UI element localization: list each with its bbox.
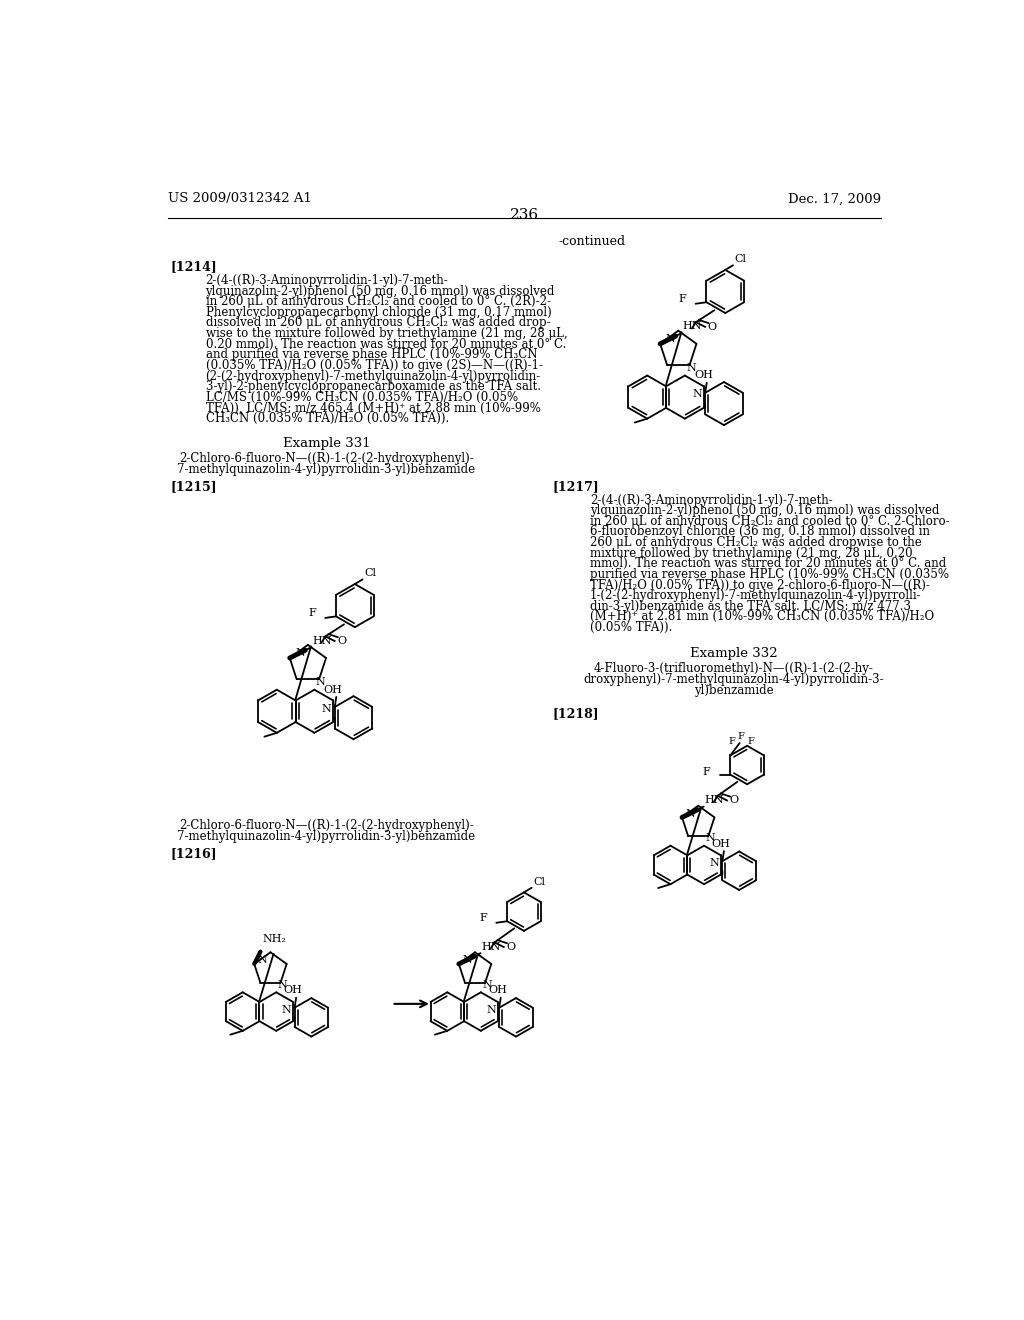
Text: OH: OH [712,838,730,849]
Text: yl)benzamide: yl)benzamide [694,684,774,697]
Text: Example 331: Example 331 [283,437,371,450]
Text: F: F [479,913,487,923]
Text: -continued: -continued [558,235,626,248]
Text: din-3-yl)benzamide as the TFA salt. LC/MS: m/z 477.3: din-3-yl)benzamide as the TFA salt. LC/M… [590,599,911,612]
Text: N: N [666,334,675,343]
Text: F: F [308,609,315,618]
Text: 260 μL of anhydrous CH₂Cl₂ was added dropwise to the: 260 μL of anhydrous CH₂Cl₂ was added dro… [590,536,922,549]
Text: O: O [708,322,717,331]
Text: N: N [686,363,696,374]
Text: N: N [710,858,719,869]
Text: N: N [322,704,332,714]
Text: 3-yl)-2-phenylcyclopropanecarboxamide as the TFA salt.: 3-yl)-2-phenylcyclopropanecarboxamide as… [206,380,541,393]
Text: F: F [729,737,736,746]
Text: HN: HN [481,941,501,952]
Text: Cl: Cl [365,569,376,578]
Text: O: O [337,636,346,645]
Text: wise to the mixture followed by triethylamine (21 mg, 28 μL,: wise to the mixture followed by triethyl… [206,327,567,341]
Text: (2-(2-hydroxyphenyl)-7-methylquinazolin-4-yl)pyrrolidin-: (2-(2-hydroxyphenyl)-7-methylquinazolin-… [206,370,541,383]
Text: NH₂: NH₂ [262,935,286,944]
Text: in 260 μL of anhydrous CH₂Cl₂ and cooled to 0° C. (2R)-2-: in 260 μL of anhydrous CH₂Cl₂ and cooled… [206,296,551,308]
Text: 2-(4-((R)-3-Aminopyrrolidin-1-yl)-7-meth-: 2-(4-((R)-3-Aminopyrrolidin-1-yl)-7-meth… [590,494,833,507]
Text: Cl: Cl [534,876,545,887]
Text: N: N [482,979,493,990]
Text: N: N [278,979,288,990]
Text: Dec. 17, 2009: Dec. 17, 2009 [788,193,882,206]
Text: HN: HN [312,636,332,645]
Text: HN: HN [705,795,724,805]
Text: LC/MS (10%-99% CH₃CN (0.035% TFA)/H₂O (0.05%: LC/MS (10%-99% CH₃CN (0.035% TFA)/H₂O (0… [206,391,517,404]
Text: 0.20 mmol). The reaction was stirred for 20 minutes at 0° C.: 0.20 mmol). The reaction was stirred for… [206,338,566,351]
Text: N: N [692,389,702,400]
Text: [1218]: [1218] [553,708,599,721]
Text: [1216]: [1216] [171,847,217,859]
Text: [1217]: [1217] [553,479,599,492]
Text: 2-Chloro-6-fluoro-N—((R)-1-(2-(2-hydroxyphenyl)-: 2-Chloro-6-fluoro-N—((R)-1-(2-(2-hydroxy… [179,818,474,832]
Text: ylquinazolin-2-yl)phenol (50 mg, 0.16 mmol) was dissolved: ylquinazolin-2-yl)phenol (50 mg, 0.16 mm… [590,504,939,517]
Text: 2-(4-((R)-3-Aminopyrrolidin-1-yl)-7-meth-: 2-(4-((R)-3-Aminopyrrolidin-1-yl)-7-meth… [206,275,449,286]
Text: N: N [486,1005,496,1015]
Text: mmol). The reaction was stirred for 20 minutes at 0° C. and: mmol). The reaction was stirred for 20 m… [590,557,946,570]
Text: [1214]: [1214] [171,260,217,273]
Text: O: O [729,796,738,805]
Text: N: N [462,956,472,965]
Text: 2-Chloro-6-fluoro-N—((R)-1-(2-(2-hydroxyphenyl)-: 2-Chloro-6-fluoro-N—((R)-1-(2-(2-hydroxy… [179,451,474,465]
Text: Example 332: Example 332 [690,647,778,660]
Text: CH₃CN (0.035% TFA)/H₂O (0.05% TFA)).: CH₃CN (0.035% TFA)/H₂O (0.05% TFA)). [206,412,449,425]
Text: N: N [706,833,716,843]
Text: (M+H)⁺ at 2.81 min (10%-99% CH₃CN (0.035% TFA)/H₂O: (M+H)⁺ at 2.81 min (10%-99% CH₃CN (0.035… [590,610,934,623]
Text: 7-methylquinazolin-4-yl)pyrrolidin-3-yl)benzamide: 7-methylquinazolin-4-yl)pyrrolidin-3-yl)… [177,463,475,475]
Text: N: N [282,1005,292,1015]
Text: 7-methylquinazolin-4-yl)pyrrolidin-3-yl)benzamide: 7-methylquinazolin-4-yl)pyrrolidin-3-yl)… [177,830,475,843]
Text: OH: OH [694,371,713,380]
Text: 4-Fluoro-3-(trifluoromethyl)-N—((R)-1-(2-(2-hy-: 4-Fluoro-3-(trifluoromethyl)-N—((R)-1-(2… [594,663,874,676]
Text: F: F [748,737,755,746]
Text: droxyphenyl)-7-methylquinazolin-4-yl)pyrrolidin-3-: droxyphenyl)-7-methylquinazolin-4-yl)pyr… [584,673,885,686]
Text: Phenylcyclopropanecarbonyl chloride (31 mg, 0.17 mmol): Phenylcyclopropanecarbonyl chloride (31 … [206,306,551,318]
Text: [1215]: [1215] [171,479,217,492]
Text: N: N [258,956,267,965]
Text: OH: OH [488,986,507,995]
Text: purified via reverse phase HPLC (10%-99% CH₃CN (0.035%: purified via reverse phase HPLC (10%-99%… [590,568,949,581]
Text: TFA)), LC/MS: m/z 465.4 (M+H)⁺ at 2.88 min (10%-99%: TFA)), LC/MS: m/z 465.4 (M+H)⁺ at 2.88 m… [206,401,541,414]
Text: TFA)/H₂O (0.05% TFA)) to give 2-chloro-6-fluoro-N—((R)-: TFA)/H₂O (0.05% TFA)) to give 2-chloro-6… [590,578,930,591]
Text: OH: OH [284,986,302,995]
Text: (0.035% TFA)/H₂O (0.05% TFA)) to give (2S)—N—((R)-1-: (0.035% TFA)/H₂O (0.05% TFA)) to give (2… [206,359,543,372]
Text: F: F [702,767,711,776]
Text: F: F [679,294,686,304]
Text: OH: OH [324,685,343,694]
Text: 6-fluorobenzoyl chloride (36 mg, 0.18 mmol) dissolved in: 6-fluorobenzoyl chloride (36 mg, 0.18 mm… [590,525,930,539]
Text: Cl: Cl [734,255,746,264]
Text: (0.05% TFA)).: (0.05% TFA)). [590,620,673,634]
Text: mixture followed by triethylamine (21 mg, 28 μL, 0.20: mixture followed by triethylamine (21 mg… [590,546,912,560]
Text: N: N [295,648,305,657]
Text: dissolved in 260 μL of anhydrous CH₂Cl₂ was added drop-: dissolved in 260 μL of anhydrous CH₂Cl₂ … [206,317,550,330]
Text: O: O [506,942,515,952]
Text: HN: HN [683,322,702,331]
Text: 236: 236 [510,207,540,222]
Text: N: N [316,677,326,688]
Text: F: F [737,733,744,742]
Text: in 260 μL of anhydrous CH₂Cl₂ and cooled to 0° C. 2-Chloro-: in 260 μL of anhydrous CH₂Cl₂ and cooled… [590,515,949,528]
Text: US 2009/0312342 A1: US 2009/0312342 A1 [168,193,312,206]
Text: ylquinazolin-2-yl)phenol (50 mg, 0.16 mmol) was dissolved: ylquinazolin-2-yl)phenol (50 mg, 0.16 mm… [206,285,555,297]
Text: 1-(2-(2-hydroxyphenyl)-7-methylquinazolin-4-yl)pyrrolli-: 1-(2-(2-hydroxyphenyl)-7-methylquinazoli… [590,589,922,602]
Text: N: N [685,809,695,818]
Text: and purified via reverse phase HPLC (10%-99% CH₃CN: and purified via reverse phase HPLC (10%… [206,348,537,362]
